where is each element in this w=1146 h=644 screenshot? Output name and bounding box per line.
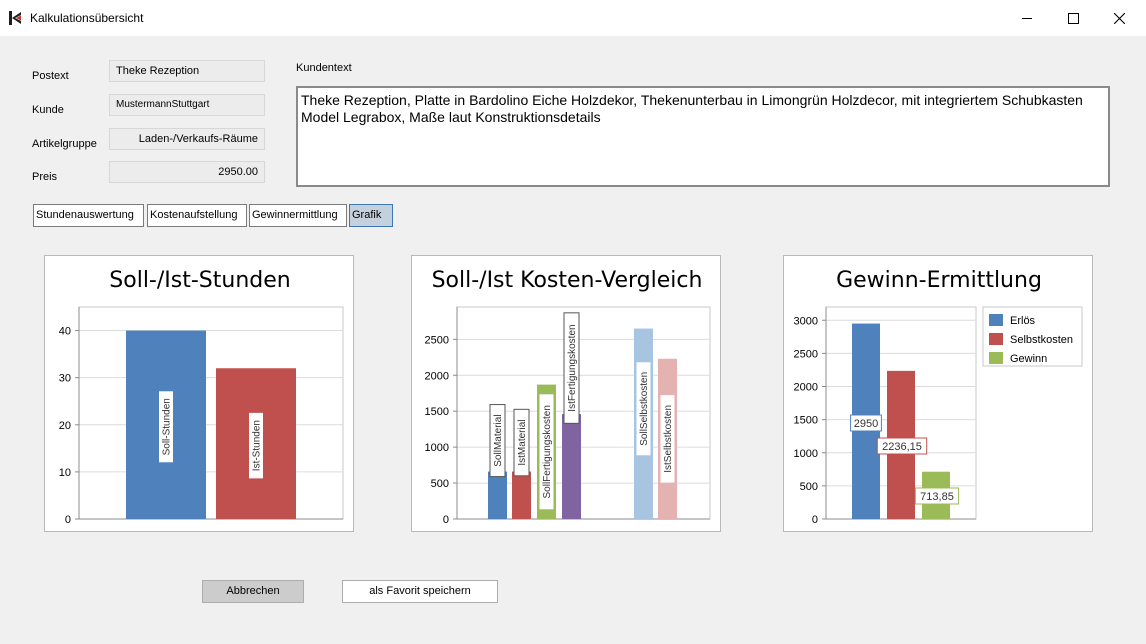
y-tick-label: 0	[812, 514, 818, 526]
y-tick-label: 500	[431, 478, 449, 490]
legend-swatch	[989, 333, 1003, 345]
data-label-box	[914, 487, 960, 505]
postext-field[interactable]: Theke Rezeption	[109, 60, 265, 82]
data-label: IstFertigungskosten	[563, 312, 580, 424]
chart-title: Soll-/Ist Kosten-Vergleich	[432, 268, 703, 293]
data-label-text: SollMaterial	[493, 414, 504, 466]
y-tick-label: 20	[59, 420, 71, 432]
y-tick-label: 1500	[425, 406, 449, 418]
plot-area	[78, 306, 344, 520]
y-tick-label: 1000	[425, 442, 449, 454]
tab-grafik[interactable]: Grafik	[349, 204, 393, 227]
save-favorite-button[interactable]: als Favorit speichern	[342, 580, 498, 603]
postext-label: Postext	[32, 70, 69, 82]
y-tick-label: 2500	[425, 334, 449, 346]
y-tick-label: 40	[59, 326, 71, 338]
data-label-box	[850, 414, 882, 432]
minimize-button[interactable]	[1004, 0, 1050, 36]
kundentext-memo[interactable]: Theke Rezeption, Platte in Bardolino Eic…	[296, 86, 1110, 187]
y-tick-label: 0	[443, 514, 449, 526]
data-label: Ist-Stunden	[248, 411, 264, 480]
chart-panel-stunden: Soll-/Ist-Stunden 0 10 20 30 40 Soll-Stunden I…	[44, 255, 354, 532]
legend-swatch	[989, 352, 1003, 364]
legend-entry: Gewinn	[1010, 353, 1047, 365]
data-label: Soll-Stunden	[158, 390, 174, 464]
chart-kosten-svg: Soll-/Ist Kosten-Vergleich 0 500 1000 1500 2…	[425, 268, 711, 526]
chart-title: Soll-/Ist-Stunden	[109, 268, 290, 293]
data-label-box	[538, 393, 555, 511]
y-tick-label: 30	[59, 373, 71, 385]
data-label-text: IstSelbstkosten	[663, 405, 674, 473]
y-tick-label: 10	[59, 467, 71, 479]
maximize-button[interactable]	[1050, 0, 1096, 36]
y-tick-label: 2000	[425, 370, 449, 382]
window-title: Kalkulationsübersicht	[30, 11, 144, 25]
y-tick-label: 500	[800, 481, 818, 493]
maximize-icon	[1067, 12, 1079, 24]
preis-field[interactable]: 2950.00	[109, 161, 265, 183]
data-label-box	[659, 394, 676, 484]
data-label-box	[158, 390, 174, 464]
data-label-box	[248, 411, 264, 480]
bar	[488, 471, 507, 519]
close-button[interactable]	[1096, 0, 1142, 36]
data-label: 2236,15	[882, 441, 922, 453]
data-label: 2950	[854, 418, 878, 430]
data-label-text: Soll-Stunden	[162, 398, 173, 455]
data-label-box	[876, 437, 928, 455]
close-icon	[1113, 12, 1125, 24]
preis-label: Preis	[32, 171, 58, 183]
app-logo-icon	[9, 11, 23, 25]
tab-kostenaufstellung[interactable]: Kostenaufstellung	[147, 204, 247, 227]
chart-gewinn-svg: Gewinn-Ermittlung 0 500 1000 1500 2000 2500 30…	[794, 268, 1083, 526]
chart-title: Gewinn-Ermittlung	[836, 268, 1042, 293]
minimize-icon	[1022, 18, 1032, 19]
bar	[512, 471, 531, 519]
data-label: SollMaterial	[489, 404, 506, 478]
data-label: 713,85	[920, 491, 954, 503]
data-label-box	[563, 312, 580, 424]
bar	[562, 414, 581, 519]
artikelgruppe-label: Artikelgruppe	[32, 138, 97, 150]
y-tick-label: 1000	[794, 448, 818, 460]
data-label-text: IstFertigungskosten	[567, 324, 578, 411]
title-bar: Kalkulationsübersicht	[0, 0, 1146, 36]
data-label-box	[513, 408, 530, 477]
data-label-box	[635, 361, 652, 457]
tab-gewinnermittlung[interactable]: Gewinnermittlung	[249, 204, 347, 227]
chart-panel-gewinn: Gewinn-Ermittlung 0 500 1000 1500 2000 2500 30…	[783, 255, 1093, 532]
data-label-text: SollSelbstkosten	[639, 372, 650, 446]
data-label-text: Ist-Stunden	[252, 420, 263, 471]
data-label-text: IstMaterial	[517, 420, 528, 466]
data-label-box	[489, 404, 506, 478]
chart-stunden-svg: Soll-/Ist-Stunden 0 10 20 30 40 Soll-Stunden I…	[59, 268, 344, 526]
data-label-text: SollFertigungskosten	[542, 405, 553, 498]
y-tick-label: 1500	[794, 415, 818, 427]
tab-stundenauswertung[interactable]: Stundenauswertung	[33, 204, 144, 227]
y-tick-label: 2500	[794, 348, 818, 360]
cancel-button[interactable]: Abbrechen	[202, 580, 304, 603]
y-tick-label: 2000	[794, 382, 818, 394]
artikelgruppe-field[interactable]: Laden-/Verkaufs-Räume	[109, 128, 265, 150]
y-tick-label: 3000	[794, 315, 818, 327]
kundentext-label: Kundentext	[296, 62, 352, 74]
data-label: IstSelbstkosten	[659, 394, 676, 484]
legend-entry: Selbstkosten	[1010, 334, 1073, 346]
chart-panel-kosten: Soll-/Ist Kosten-Vergleich 0 500 1000 1500 2…	[411, 255, 721, 532]
y-tick-label: 0	[65, 514, 71, 526]
data-label: IstMaterial	[513, 408, 530, 477]
kunde-label: Kunde	[32, 104, 64, 116]
data-label: SollSelbstkosten	[635, 361, 652, 457]
data-label: SollFertigungskosten	[538, 393, 555, 511]
legend-swatch	[989, 314, 1003, 326]
legend-entry: Erlös	[1010, 315, 1036, 327]
kunde-field[interactable]: MustermannStuttgart	[109, 94, 265, 116]
